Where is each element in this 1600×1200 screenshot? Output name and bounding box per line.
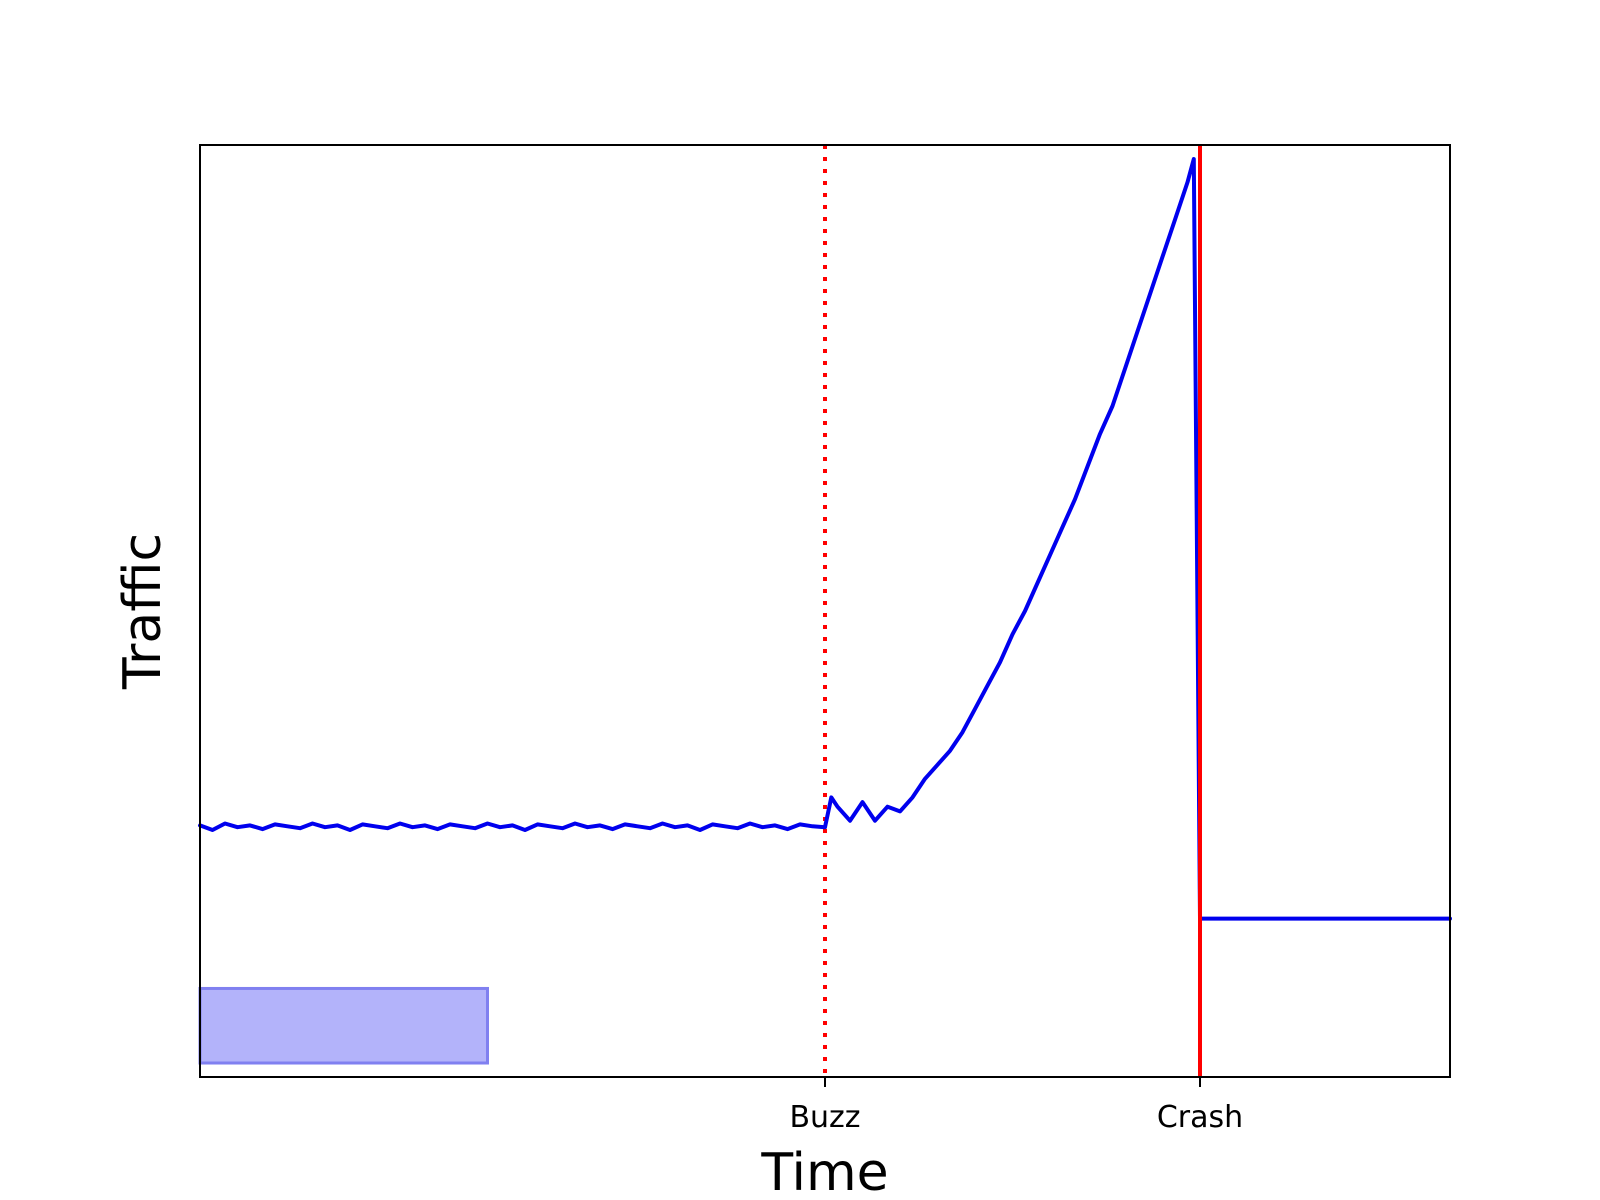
- y-axis-label: Traffic: [113, 533, 173, 690]
- x-tick-label: Crash: [1157, 1100, 1243, 1135]
- highlight-patch: [198, 986, 489, 1065]
- x-tick-label: Buzz: [789, 1100, 860, 1135]
- x-axis-label: Time: [760, 1143, 888, 1200]
- x-ticks: Buzz Crash: [789, 1077, 1243, 1135]
- plot-background: [200, 145, 1450, 1077]
- traffic-series-line: [198, 157, 1452, 921]
- plot-marks: [198, 145, 1452, 1077]
